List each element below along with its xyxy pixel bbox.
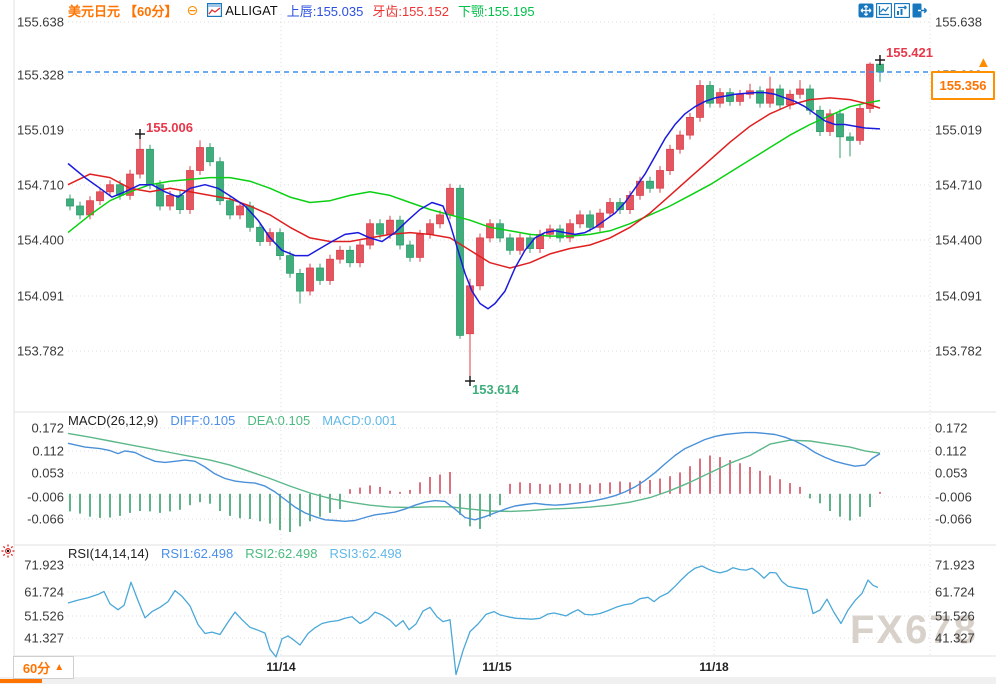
axis-tick: 0.112 [32,443,64,459]
axis-tick: 0.053 [31,465,64,481]
rsi3-value: RSI3:62.498 [329,546,402,561]
axis-tick: 155.019 [935,122,982,138]
axis-tick: 71.923 [935,557,975,573]
macd-diff-value: DIFF:0.105 [170,413,236,428]
x-axis-date: 11/15 [482,660,512,674]
jaw-value: 下颚:155.195 [457,3,535,19]
rsi-title: RSI(14,14,14) [68,546,149,561]
axis-tick: 153.782 [17,343,64,359]
bottom-strip [0,678,996,684]
current-price-box: 155.356 [931,71,995,100]
timeframe-label: 【60分】 [124,3,178,19]
axis-tick: 154.091 [935,288,982,304]
teeth-value: 牙齿:155.152 [372,3,449,19]
tab-up-arrow-icon: ▲ [54,662,65,673]
axis-tick: 155.638 [935,14,982,30]
timeframe-tab[interactable]: 60分 ▲ [13,656,74,679]
collapse-icon[interactable]: ⊖ [186,2,199,18]
macd-dea-value: DEA:0.105 [247,413,311,428]
current-price-value: 155.356 [939,78,987,93]
swing-high-annotation: 155.006 [146,120,193,135]
axis-tick: 41.327 [24,630,64,646]
axis-tick: 153.782 [935,343,982,359]
axis-tick: 0.172 [31,420,64,436]
axis-tick: -0.006 [27,489,64,505]
indicator-name: ALLIGAT [225,2,278,18]
indicator-chart-icon [207,3,223,17]
rsi2-value: RSI2:62.498 [245,546,318,561]
axis-tick: 155.638 [17,14,64,30]
axis-tick: 154.710 [935,177,982,193]
axis-tick: -0.066 [935,511,972,527]
axis-tick: 0.112 [935,443,967,459]
macd-macd-value: MACD:0.001 [322,413,397,428]
axis-tick: 155.019 [17,122,64,138]
axis-tick: 154.400 [17,232,64,248]
axis-tick: -0.006 [935,489,972,505]
symbol-name: 美元日元 [68,3,121,19]
axis-tick: 0.053 [935,465,968,481]
axis-tick: 51.526 [24,608,64,624]
axis-tick: 41.327 [935,630,975,646]
active-tab-underline [0,679,42,683]
indicator-panel-icon[interactable] [894,3,910,18]
axis-tick: 71.923 [24,557,64,573]
pan-icon[interactable] [858,3,874,18]
axis-tick: 61.724 [935,584,975,600]
indicator-settings-sun-icon[interactable] [1,544,15,558]
right-axis: 155.638155.328155.019154.710154.400154.0… [935,0,996,684]
upper-lip-value: 上唇:155.035 [286,3,364,19]
axis-tick: 61.724 [24,584,64,600]
x-axis-date: 11/18 [699,660,729,674]
axis-tick: 155.328 [17,67,64,83]
axis-tick: 51.526 [935,608,975,624]
chart-header: 美元日元 【60分】 ⊖ ALLIGAT 上唇:155.035 牙齿:155.1… [68,2,535,19]
x-axis-date: 11/14 [266,660,296,674]
axis-tick: 154.400 [935,232,982,248]
rsi1-value: RSI1:62.498 [160,546,234,561]
price-up-arrow-icon: ▲ [976,54,991,71]
axis-tick: 154.710 [17,177,64,193]
axis-tick: 0.172 [935,420,968,436]
macd-title: MACD(26,12,9) [68,413,159,428]
popout-icon[interactable] [912,3,928,18]
left-axis: 155.638 155.328 155.019 154.710 154.400 154.0… [0,0,64,684]
high-annotation: 155.421 [886,45,933,60]
watermark: FX678 [850,608,978,652]
low-annotation: 153.614 [472,382,519,397]
macd-panel-title: MACD(26,12,9) DIFF:0.105 DEA:0.105 MACD:… [68,413,397,428]
chart-toolbar [858,3,928,18]
axis-tick: 154.091 [17,288,64,304]
rsi-panel-title: RSI(14,14,14) RSI1:62.498 RSI2:62.498 RS… [68,546,402,561]
timeframe-tab-label: 60分 [22,661,51,676]
axis-tick: -0.066 [27,511,64,527]
axis-chart-icon[interactable] [876,3,892,18]
